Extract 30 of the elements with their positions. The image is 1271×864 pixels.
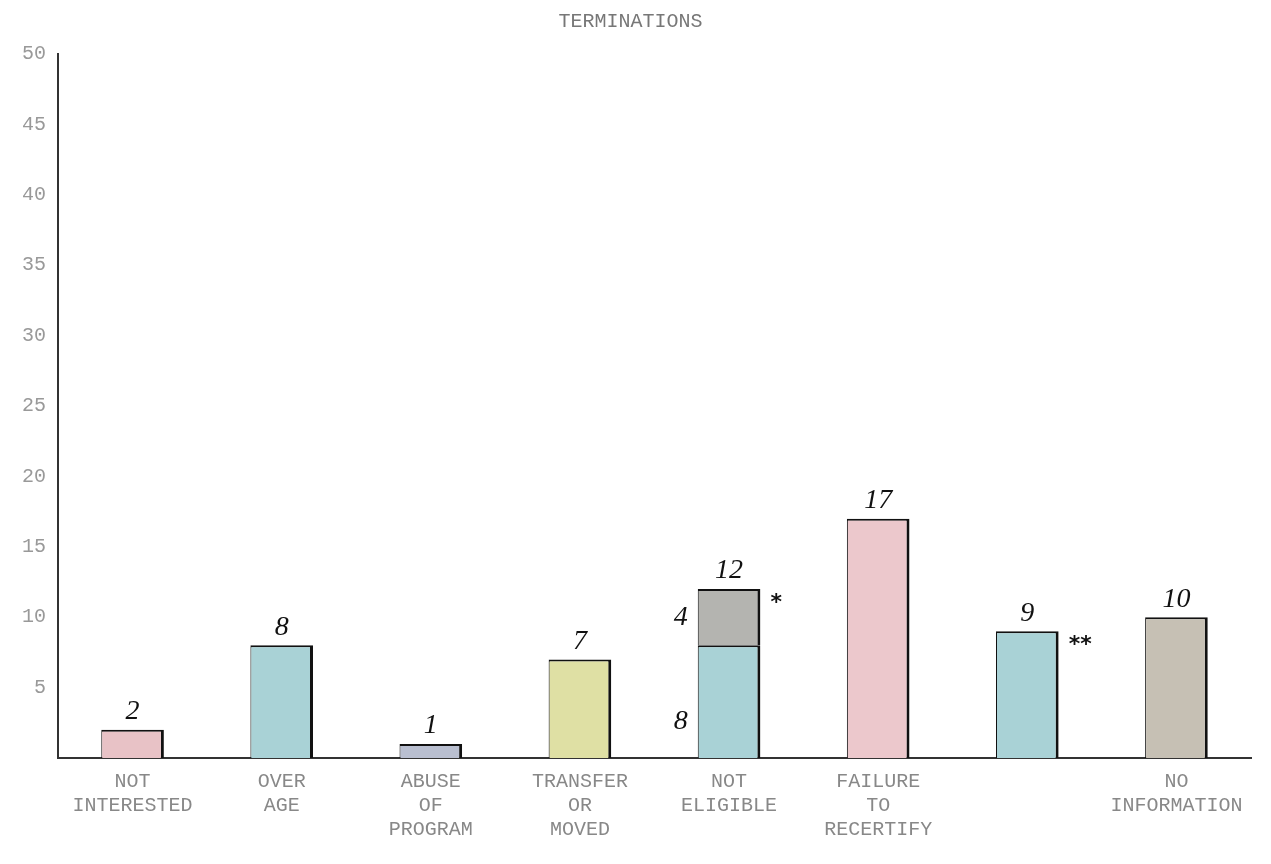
x-tick-label: OVER AGE: [257, 770, 306, 818]
data-label: 10: [1162, 581, 1191, 613]
x-tick-label: NOT ELIGIBLE: [681, 770, 778, 818]
y-tick-label: 5: [33, 675, 46, 699]
data-label: 8: [274, 609, 289, 641]
chart-title: TERMINATIONS: [558, 10, 703, 34]
y-tick-label: 15: [21, 535, 46, 559]
y-tick-label: 20: [21, 464, 46, 488]
y-tick-label: 25: [21, 394, 46, 418]
data-label: 1: [423, 708, 438, 740]
data-label: 17: [864, 483, 894, 514]
y-tick-label: 45: [21, 112, 46, 136]
x-tick-label: NO INFORMATION: [1110, 770, 1243, 818]
x-tick-label: ABUSE OF PROGRAM: [388, 770, 473, 842]
y-tick-label: 35: [21, 253, 46, 277]
x-tick-label: FAILURE TO RECERTIFY: [824, 770, 933, 842]
data-label: 8: [673, 704, 688, 736]
annotation: *: [770, 588, 783, 614]
y-tick-label: 50: [21, 42, 46, 66]
y-tick-label: 40: [21, 183, 46, 207]
annotation: **: [1068, 631, 1093, 656]
data-label: 7: [572, 623, 588, 655]
y-tick-label: 10: [21, 605, 46, 629]
x-tick-label: TRANSFER OR MOVED: [531, 770, 628, 842]
data-label: 2: [125, 694, 140, 726]
total-label: 12: [715, 553, 744, 585]
x-tick-label: NOT INTERESTED: [72, 770, 193, 818]
data-label: 9: [1020, 595, 1035, 627]
y-tick-label: 30: [21, 323, 46, 347]
data-label: 4: [673, 599, 688, 631]
